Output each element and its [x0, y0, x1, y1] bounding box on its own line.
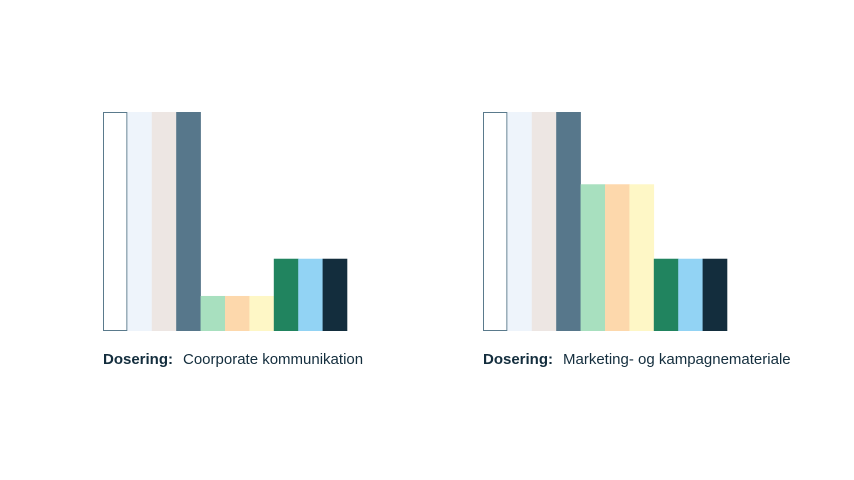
bar — [322, 258, 348, 331]
bar — [200, 295, 226, 331]
chart: Dosering: Coorporate kommunikation — [103, 112, 363, 368]
bar — [629, 184, 655, 331]
bar — [531, 112, 557, 331]
bar — [653, 258, 679, 331]
bar — [127, 112, 153, 331]
bar — [103, 112, 128, 331]
chart-title: Coorporate kommunikation — [183, 351, 363, 368]
chart-title: Marketing- og kampagnemateriale — [563, 351, 791, 368]
bar — [678, 258, 703, 331]
bar — [176, 112, 201, 331]
bar — [556, 112, 581, 331]
caption-label: Dosering: — [483, 351, 553, 368]
bar — [605, 184, 630, 331]
bar — [580, 184, 606, 331]
bar — [483, 112, 508, 331]
bar — [507, 112, 533, 331]
bar — [273, 258, 299, 331]
bar — [151, 112, 177, 331]
bar — [249, 295, 275, 331]
caption-label: Dosering: — [103, 351, 173, 368]
bar — [298, 258, 323, 331]
bar — [702, 258, 728, 331]
chart: Dosering: Marketing- og kampagnematerial… — [483, 112, 791, 368]
bar — [225, 295, 250, 331]
